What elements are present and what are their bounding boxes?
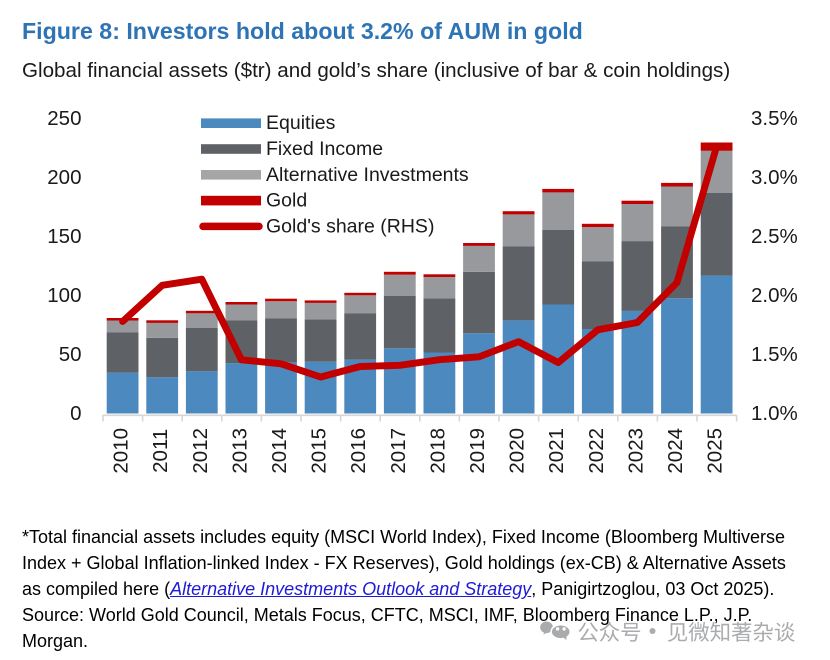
svg-text:2014: 2014 [268, 428, 291, 474]
svg-text:2024: 2024 [664, 428, 687, 474]
svg-text:Equities: Equities [266, 112, 336, 134]
svg-text:200: 200 [47, 166, 81, 189]
svg-text:2013: 2013 [228, 428, 251, 474]
svg-text:2025: 2025 [704, 428, 727, 474]
svg-text:2.0%: 2.0% [751, 284, 798, 307]
svg-text:2019: 2019 [466, 428, 489, 474]
svg-text:1.0%: 1.0% [751, 402, 798, 425]
svg-text:100: 100 [47, 284, 81, 307]
svg-text:3.0%: 3.0% [751, 166, 798, 189]
svg-text:2010: 2010 [110, 428, 133, 474]
svg-text:0: 0 [70, 402, 81, 425]
svg-text:2015: 2015 [308, 428, 331, 474]
svg-text:2022: 2022 [585, 428, 608, 474]
svg-text:2016: 2016 [347, 428, 370, 474]
svg-text:2023: 2023 [624, 428, 647, 474]
svg-text:Fixed Income: Fixed Income [266, 138, 383, 160]
svg-text:Alternative Investments: Alternative Investments [266, 164, 469, 186]
svg-text:2012: 2012 [189, 428, 212, 474]
svg-text:250: 250 [47, 107, 81, 130]
svg-text:150: 150 [47, 225, 81, 248]
svg-text:2017: 2017 [387, 428, 410, 474]
svg-text:2011: 2011 [149, 429, 172, 473]
svg-text:Gold: Gold [266, 190, 307, 212]
svg-text:2021: 2021 [545, 428, 568, 474]
svg-text:Gold's share (RHS): Gold's share (RHS) [266, 215, 434, 237]
svg-text:2020: 2020 [506, 428, 529, 474]
svg-text:2018: 2018 [426, 428, 449, 474]
svg-text:1.5%: 1.5% [751, 343, 798, 366]
svg-text:2.5%: 2.5% [751, 225, 798, 248]
svg-text:50: 50 [59, 343, 82, 366]
svg-text:3.5%: 3.5% [751, 107, 798, 130]
